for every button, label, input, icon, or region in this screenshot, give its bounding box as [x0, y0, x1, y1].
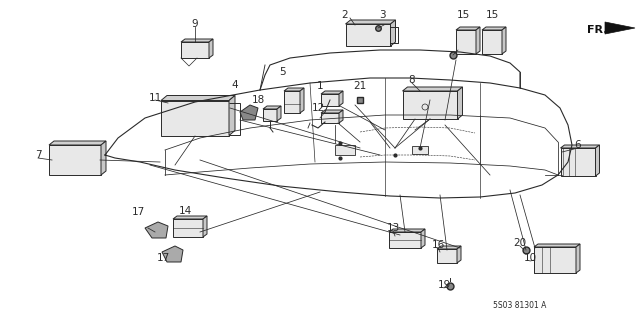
- Bar: [534, 247, 576, 273]
- Polygon shape: [240, 105, 258, 120]
- Polygon shape: [482, 27, 506, 30]
- Polygon shape: [300, 88, 304, 113]
- Bar: [403, 91, 458, 119]
- Polygon shape: [284, 88, 304, 91]
- Polygon shape: [502, 27, 506, 54]
- Polygon shape: [229, 95, 235, 136]
- Polygon shape: [209, 39, 213, 58]
- Bar: [561, 148, 595, 176]
- Text: 3: 3: [379, 10, 385, 20]
- Polygon shape: [457, 246, 461, 263]
- Text: 12: 12: [312, 103, 324, 113]
- Polygon shape: [561, 145, 600, 148]
- Bar: [335, 145, 355, 155]
- Polygon shape: [339, 91, 343, 106]
- Text: 16: 16: [431, 240, 445, 250]
- Polygon shape: [456, 27, 480, 30]
- Text: 10: 10: [524, 253, 536, 263]
- Bar: [49, 145, 101, 175]
- Polygon shape: [277, 106, 281, 121]
- Bar: [321, 94, 339, 106]
- Bar: [284, 91, 300, 113]
- Bar: [173, 219, 203, 237]
- Text: 9: 9: [192, 19, 198, 29]
- Bar: [346, 24, 390, 46]
- Polygon shape: [145, 222, 168, 238]
- Polygon shape: [101, 141, 106, 175]
- Text: 17: 17: [131, 207, 145, 217]
- Polygon shape: [162, 246, 183, 262]
- Polygon shape: [389, 229, 425, 232]
- Bar: [482, 30, 502, 54]
- Text: 20: 20: [513, 238, 527, 248]
- Text: 19: 19: [437, 280, 451, 290]
- Text: 11: 11: [148, 93, 162, 103]
- Polygon shape: [173, 216, 207, 219]
- Text: 15: 15: [456, 10, 470, 20]
- Polygon shape: [605, 22, 635, 34]
- Bar: [437, 249, 457, 263]
- Bar: [181, 42, 209, 58]
- Polygon shape: [339, 110, 343, 123]
- Text: 2: 2: [342, 10, 348, 20]
- Polygon shape: [458, 87, 463, 119]
- Polygon shape: [181, 39, 213, 42]
- Polygon shape: [263, 106, 281, 109]
- Bar: [263, 109, 277, 121]
- Polygon shape: [437, 246, 461, 249]
- Polygon shape: [161, 95, 235, 100]
- Bar: [456, 30, 476, 54]
- Text: FR.: FR.: [587, 25, 607, 35]
- Polygon shape: [534, 244, 580, 247]
- Text: 4: 4: [232, 80, 238, 90]
- Bar: [161, 100, 229, 136]
- Polygon shape: [595, 145, 600, 176]
- Text: 8: 8: [409, 75, 415, 85]
- Polygon shape: [346, 20, 396, 24]
- Text: 5S03 81301 A: 5S03 81301 A: [493, 301, 547, 310]
- Text: 5: 5: [280, 67, 286, 77]
- Text: 17: 17: [156, 253, 170, 263]
- Polygon shape: [321, 91, 343, 94]
- Text: 7: 7: [35, 150, 42, 160]
- Polygon shape: [390, 20, 396, 46]
- Polygon shape: [421, 229, 425, 248]
- Text: 1: 1: [317, 81, 323, 91]
- Bar: [321, 113, 339, 123]
- Polygon shape: [576, 244, 580, 273]
- Bar: [412, 146, 428, 154]
- Polygon shape: [49, 141, 106, 145]
- Text: 14: 14: [179, 206, 191, 216]
- Bar: [389, 232, 421, 248]
- Polygon shape: [403, 87, 463, 91]
- Text: 21: 21: [353, 81, 367, 91]
- Polygon shape: [321, 110, 343, 113]
- Text: 6: 6: [575, 140, 581, 150]
- Polygon shape: [203, 216, 207, 237]
- Text: 18: 18: [252, 95, 264, 105]
- Text: 13: 13: [387, 223, 399, 233]
- Text: 15: 15: [485, 10, 499, 20]
- Polygon shape: [476, 27, 480, 54]
